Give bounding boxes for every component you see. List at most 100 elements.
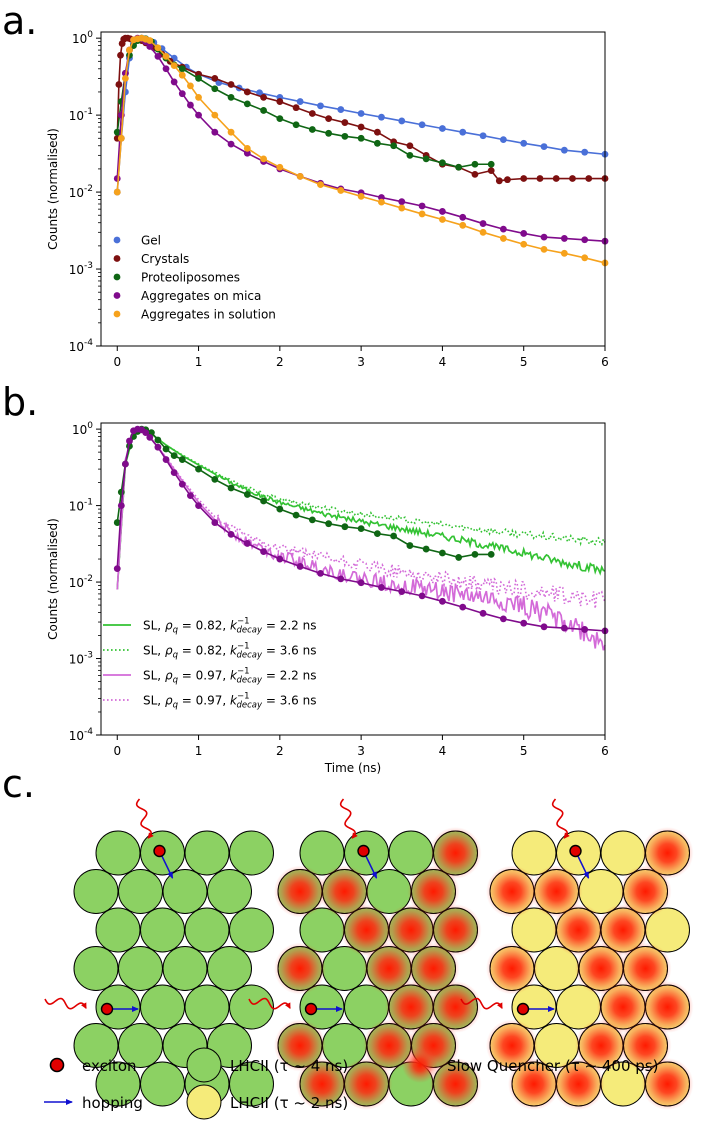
slow-quencher bbox=[641, 827, 694, 879]
series-line-proteoliposomes bbox=[116, 428, 492, 559]
data-point bbox=[406, 142, 414, 150]
legend-k-value: = 2.2 ns bbox=[262, 669, 316, 683]
y-tick-exponent: -2 bbox=[84, 184, 93, 194]
data-point bbox=[325, 115, 333, 123]
slow-quencher bbox=[363, 1019, 415, 1072]
legend-rho-value: = 0.97, bbox=[178, 694, 230, 708]
data-point bbox=[296, 563, 304, 570]
slow-quencher bbox=[363, 942, 415, 995]
lhcii-complex bbox=[95, 907, 141, 953]
y-tick-exponent: -3 bbox=[84, 651, 93, 661]
data-point bbox=[227, 93, 235, 101]
legend-k-sup: −1 bbox=[237, 642, 250, 652]
data-point bbox=[499, 235, 507, 242]
data-point bbox=[479, 132, 487, 140]
data-point bbox=[195, 93, 202, 101]
x-tick-label: 0 bbox=[113, 744, 121, 758]
data-point bbox=[170, 469, 178, 477]
lhcii-complex bbox=[229, 907, 274, 953]
data-point bbox=[243, 100, 251, 108]
x-tick-label: 4 bbox=[439, 744, 447, 758]
y-tick-label: 100 bbox=[72, 421, 93, 437]
lhcii-complex bbox=[140, 984, 185, 1030]
data-point bbox=[195, 465, 202, 473]
x-tick-label: 0 bbox=[113, 355, 121, 369]
data-point bbox=[243, 491, 251, 498]
data-point bbox=[373, 128, 381, 136]
slow-quencher bbox=[340, 904, 393, 956]
y-tick-label: 10-1 bbox=[69, 498, 93, 514]
quencher-outline bbox=[277, 1023, 323, 1068]
exciton-legend-label: exciton bbox=[82, 1057, 137, 1075]
slow-quencher bbox=[274, 942, 326, 995]
y-tick-label: 10-4 bbox=[69, 727, 94, 743]
data-point bbox=[117, 488, 125, 496]
slow-quencher bbox=[429, 1058, 482, 1110]
data-point bbox=[142, 429, 150, 437]
legend-rho-sub: q bbox=[173, 626, 179, 636]
data-point bbox=[260, 93, 267, 101]
x-tick-label: 1 bbox=[195, 355, 203, 369]
data-point bbox=[276, 98, 284, 105]
y-tick-label: 10-2 bbox=[69, 574, 93, 590]
quencher-outline bbox=[433, 1061, 478, 1107]
data-point bbox=[211, 74, 219, 82]
data-point bbox=[170, 78, 178, 86]
data-point bbox=[439, 597, 446, 605]
data-point bbox=[439, 208, 446, 215]
y-tick-label: 100 bbox=[72, 30, 93, 46]
exciton bbox=[304, 1002, 318, 1016]
data-point bbox=[479, 220, 487, 227]
y-tick-exponent: -2 bbox=[84, 574, 93, 584]
exciton bbox=[357, 844, 370, 858]
data-point bbox=[487, 167, 495, 175]
data-point bbox=[146, 433, 154, 441]
data-point bbox=[479, 609, 487, 617]
slow-quencher-legend-label: Slow Quencher (τ ~ 400 ps) bbox=[447, 1057, 658, 1075]
data-point bbox=[560, 249, 568, 257]
x-tick-label: 5 bbox=[520, 744, 528, 758]
data-point bbox=[308, 110, 316, 117]
lhcii-complex bbox=[229, 830, 274, 876]
data-point bbox=[499, 615, 507, 623]
data-point bbox=[126, 437, 133, 445]
data-point bbox=[418, 121, 426, 129]
data-point bbox=[341, 132, 349, 140]
data-point bbox=[292, 104, 300, 112]
quencher-outline bbox=[556, 1061, 601, 1107]
data-point bbox=[243, 149, 251, 157]
data-point bbox=[113, 519, 121, 526]
lhcii-complex bbox=[140, 907, 185, 953]
data-point bbox=[154, 443, 162, 451]
data-point bbox=[439, 125, 446, 132]
data-point bbox=[162, 65, 170, 73]
data-point bbox=[178, 456, 186, 463]
data-point bbox=[211, 476, 219, 483]
slow-quencher bbox=[597, 904, 649, 956]
legend-k-value: = 3.6 ns bbox=[262, 644, 316, 658]
y-tick-label: 10-2 bbox=[69, 184, 93, 200]
data-point bbox=[308, 516, 316, 524]
slow-quencher bbox=[619, 942, 672, 995]
data-point bbox=[459, 221, 467, 229]
legend-k-sup: −1 bbox=[237, 667, 250, 677]
legend-label: Gel bbox=[141, 234, 161, 248]
data-point bbox=[341, 119, 349, 126]
legend-rho: ρ bbox=[165, 644, 173, 658]
quencher-outline bbox=[433, 830, 478, 876]
data-point bbox=[260, 497, 267, 505]
data-point bbox=[260, 155, 267, 163]
data-point bbox=[146, 37, 154, 44]
legend-rho: ρ bbox=[165, 669, 173, 683]
data-point bbox=[227, 81, 235, 88]
data-point bbox=[243, 540, 251, 547]
data-point bbox=[504, 176, 511, 184]
legend-k-sub: decay bbox=[236, 676, 263, 686]
legend-rho-value: = 0.82, bbox=[178, 619, 230, 633]
data-point bbox=[418, 202, 426, 210]
x-tick-label: 2 bbox=[276, 355, 284, 369]
y-tick-exponent: -3 bbox=[84, 261, 93, 271]
slow-quencher bbox=[296, 1058, 348, 1110]
legend-marker bbox=[113, 310, 121, 318]
